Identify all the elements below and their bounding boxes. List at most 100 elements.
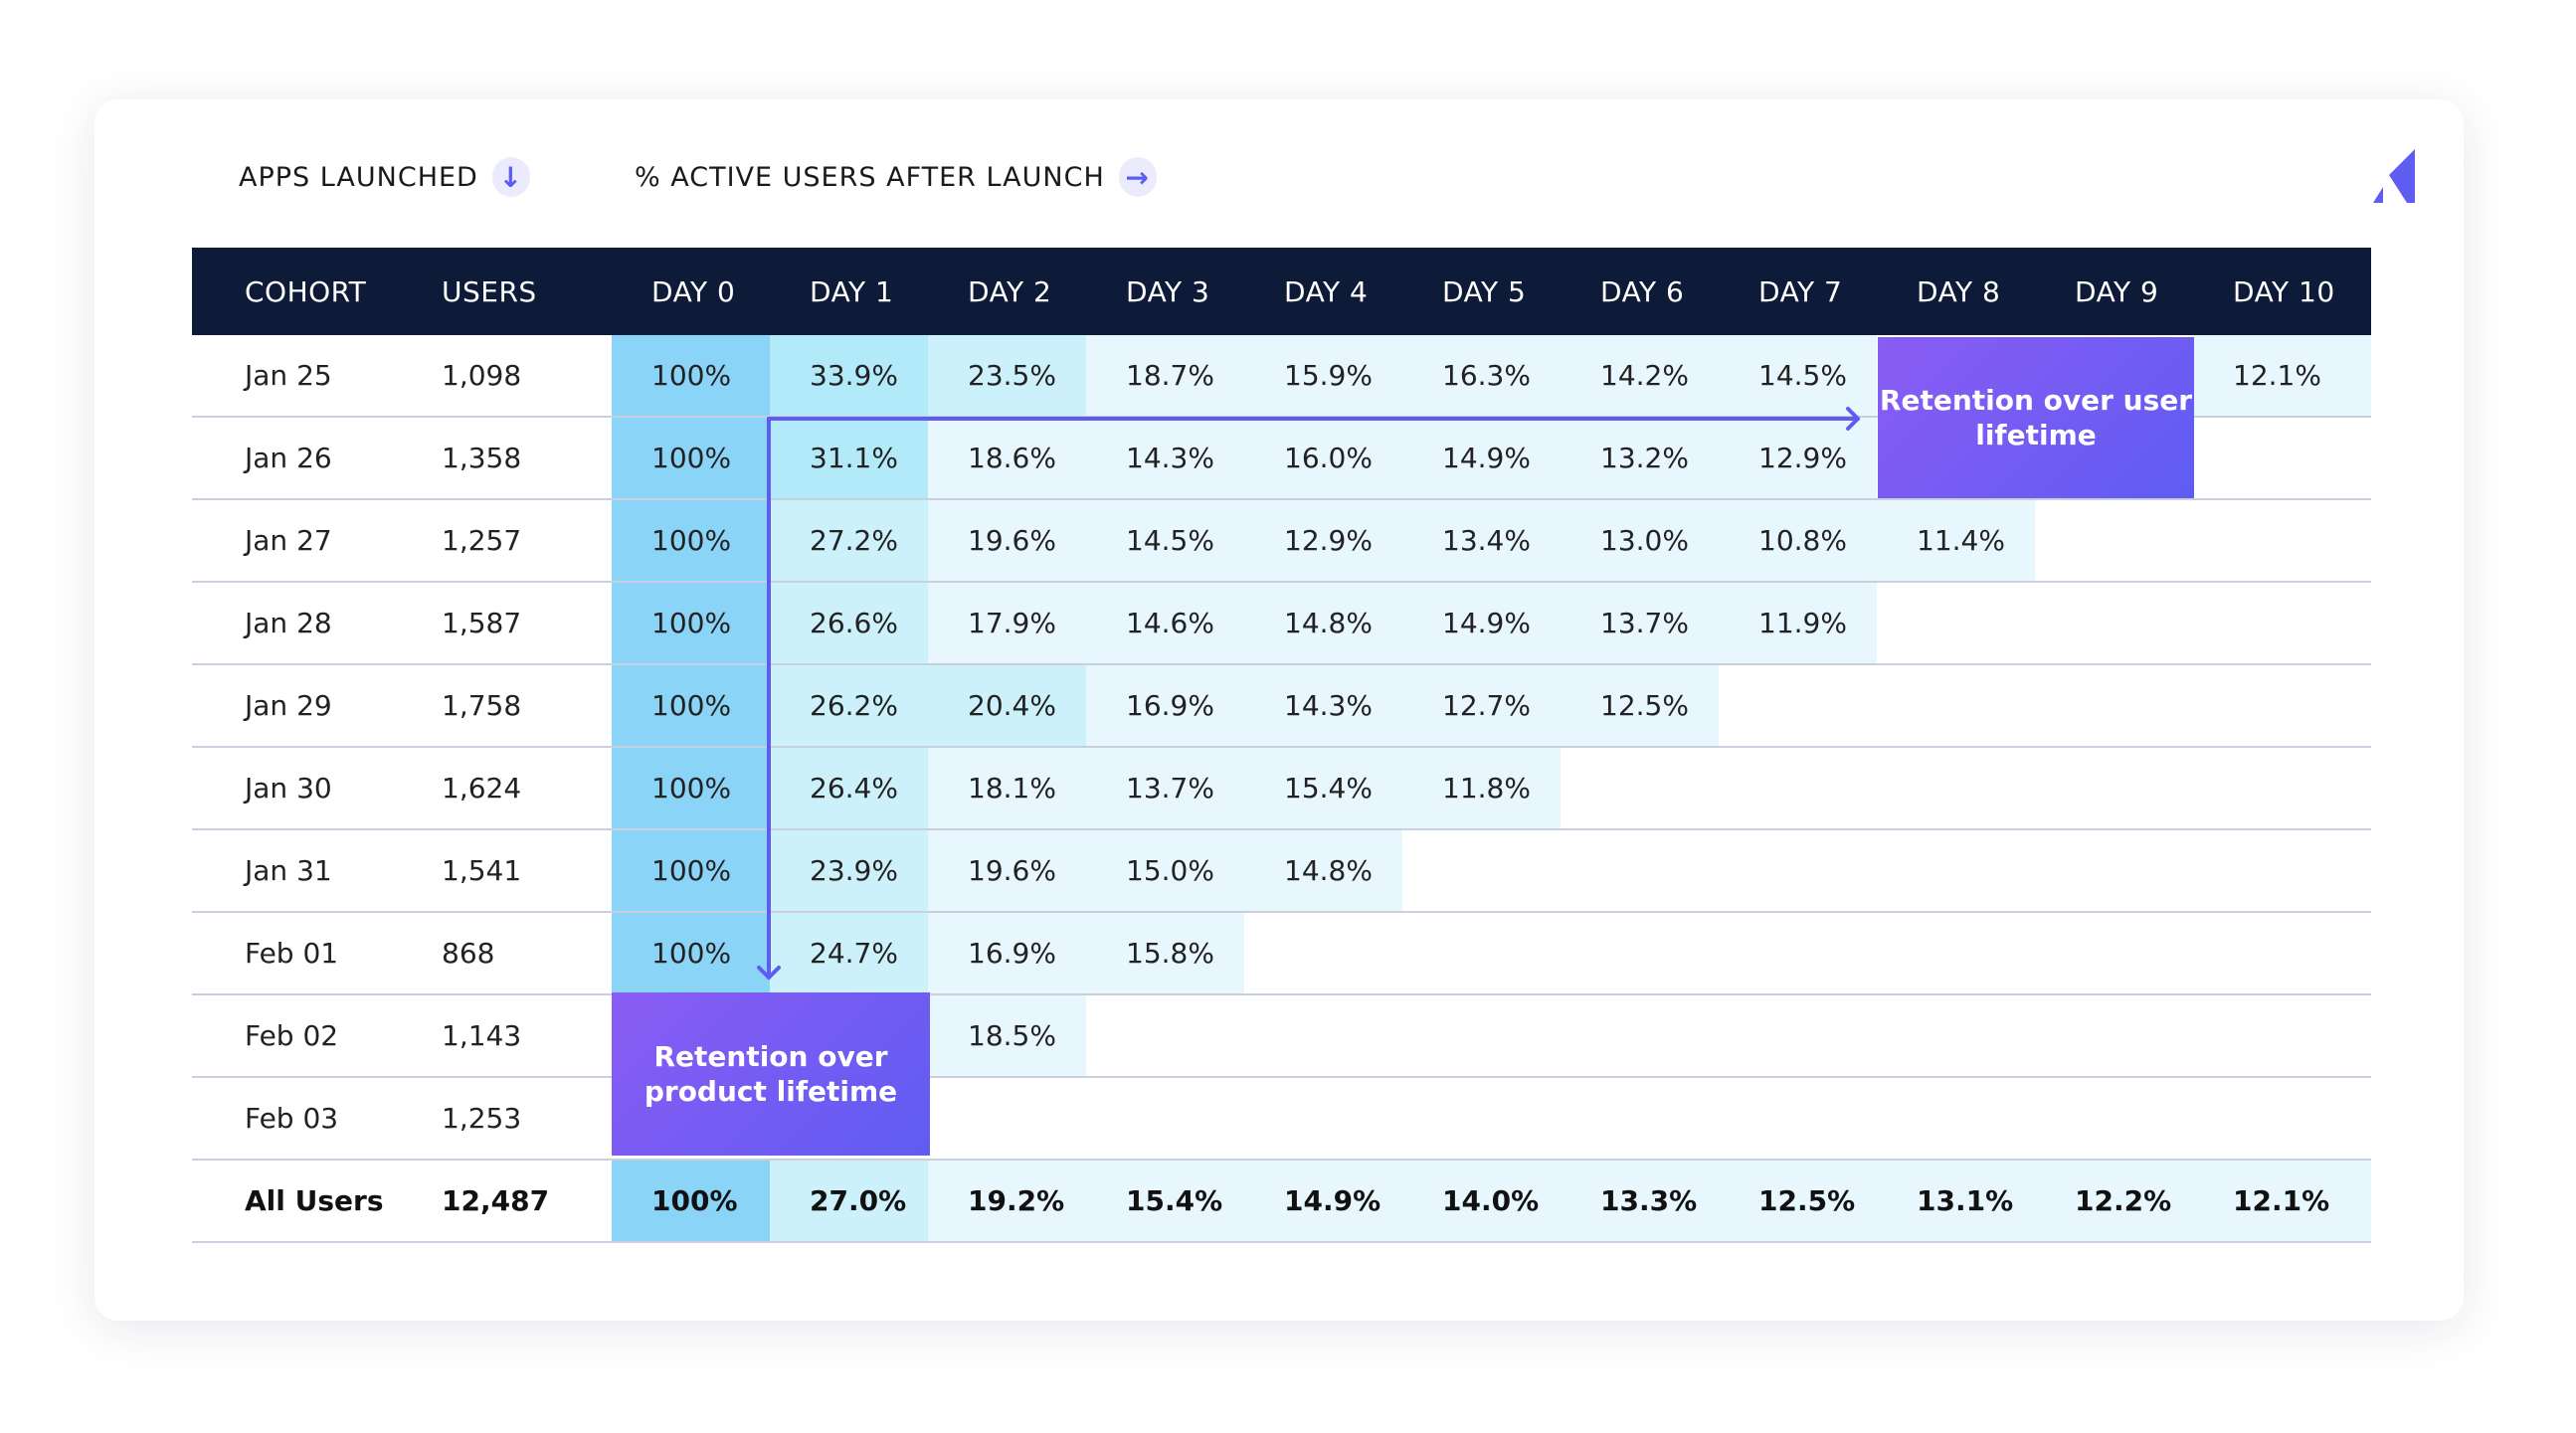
retention-cell: 15.4% (1244, 747, 1402, 830)
retention-cell (2035, 912, 2193, 995)
cohort-cell: Jan 31 (192, 829, 402, 913)
retention-cell: 14.0% (1402, 1160, 1561, 1243)
arrow-down-icon: ↓ (491, 157, 530, 197)
retention-cell (1719, 829, 1877, 913)
retention-cell: 33.9% (770, 335, 928, 418)
retention-cell: 13.7% (1561, 582, 1719, 665)
users-cell: 1,253 (402, 1077, 612, 1161)
retention-cell: 14.3% (1086, 417, 1244, 500)
retention-cell: 100% (612, 1160, 770, 1243)
retention-cell: 100% (612, 747, 770, 830)
retention-cell: 24.7% (770, 912, 928, 995)
retention-cell (2035, 582, 2193, 665)
retention-cell: 11.4% (1877, 499, 2035, 583)
retention-cell: 19.6% (928, 829, 1086, 913)
retention-cell (1877, 912, 2035, 995)
retention-cell: 23.9% (770, 829, 928, 913)
legend-rows-label: APPS LAUNCHED (239, 161, 478, 193)
retention-cell: 31.1% (770, 417, 928, 500)
arrow-right-icon: → (1118, 157, 1157, 197)
column-header: DAY 3 (1086, 248, 1244, 335)
retention-cell: 19.6% (928, 499, 1086, 583)
retention-cell (1877, 747, 2035, 830)
table-row: Feb 02 1,143 18.5% (192, 994, 2371, 1078)
retention-cell: 15.8% (1086, 912, 1244, 995)
retention-cell (1561, 912, 1719, 995)
retention-cell: 14.8% (1244, 829, 1402, 913)
retention-cell: 13.3% (1561, 1160, 1719, 1243)
retention-cell (1877, 829, 2035, 913)
cohort-cell: Feb 02 (192, 994, 402, 1078)
retention-cell: 100% (612, 829, 770, 913)
retention-cell: 100% (612, 912, 770, 995)
cohort-cell: Feb 01 (192, 912, 402, 995)
retention-cell: 12.7% (1402, 664, 1561, 748)
cohort-cell: Jan 27 (192, 499, 402, 583)
column-header: DAY 5 (1402, 248, 1561, 335)
retention-cell (2035, 829, 2193, 913)
retention-cell (1719, 664, 1877, 748)
column-header: DAY 6 (1561, 248, 1719, 335)
retention-cell (1561, 829, 1719, 913)
retention-cell: 18.1% (928, 747, 1086, 830)
retention-cell: 26.6% (770, 582, 928, 665)
retention-cell (1402, 912, 1561, 995)
table-row: Feb 03 1,253 (192, 1077, 2371, 1161)
brand-logo-icon (2373, 149, 2415, 203)
retention-cell: 20.4% (928, 664, 1086, 748)
retention-cell (1561, 1077, 1719, 1161)
retention-cell: 14.3% (1244, 664, 1402, 748)
cohort-cell: Jan 29 (192, 664, 402, 748)
retention-cell: 12.1% (2193, 335, 2371, 418)
table-row: Jan 25 1,098 100% 33.9% 23.5% 18.7% 15.9% 16.3%… (192, 335, 2371, 418)
retention-cell (2035, 1077, 2193, 1161)
column-header: DAY 1 (770, 248, 928, 335)
retention-cell: 14.5% (1086, 499, 1244, 583)
retention-cell (1877, 994, 2035, 1078)
retention-cell: 27.0% (770, 1160, 928, 1243)
retention-cell: 11.8% (1402, 747, 1561, 830)
retention-cell (2193, 417, 2371, 500)
column-header: DAY 8 (1877, 248, 2035, 335)
retention-cell: 12.5% (1561, 664, 1719, 748)
user-lifetime-callout: Retention over user lifetime (1878, 337, 2194, 498)
users-cell: 1,358 (402, 417, 612, 500)
product-lifetime-callout: Retention over product lifetime (612, 992, 930, 1156)
retention-cell: 12.9% (1719, 417, 1877, 500)
column-header: DAY 2 (928, 248, 1086, 335)
retention-cell: 12.9% (1244, 499, 1402, 583)
cohort-cell: Jan 25 (192, 335, 402, 418)
retention-cell (1086, 1077, 1244, 1161)
column-header: DAY 10 (2193, 248, 2371, 335)
column-header: DAY 0 (612, 248, 770, 335)
retention-cell: 14.8% (1244, 582, 1402, 665)
retention-cell: 18.6% (928, 417, 1086, 500)
retention-cell: 14.6% (1086, 582, 1244, 665)
retention-cell (2193, 1077, 2371, 1161)
retention-cell: 15.0% (1086, 829, 1244, 913)
legend-rows: APPS LAUNCHED ↓ (239, 157, 530, 197)
retention-cell (1877, 582, 2035, 665)
retention-table: COHORT USERS DAY 0 DAY 1 DAY 2 DAY 3 DAY 4 DAY … (192, 248, 2371, 1243)
retention-cell (1402, 829, 1561, 913)
table-row: Feb 01 868 100% 24.7% 16.9% 15.8% (192, 912, 2371, 995)
cohort-cell: Jan 28 (192, 582, 402, 665)
retention-cell: 100% (612, 664, 770, 748)
retention-cell (1719, 1077, 1877, 1161)
legend-columns: % ACTIVE USERS AFTER LAUNCH → (635, 157, 1157, 197)
total-row: All Users 12,487 100% 27.0% 19.2% 15.4% 14.9% 1… (192, 1160, 2371, 1243)
retention-cell (928, 1077, 1086, 1161)
retention-cell: 13.0% (1561, 499, 1719, 583)
retention-cell: 15.9% (1244, 335, 1402, 418)
retention-cell (2035, 994, 2193, 1078)
retention-cell: 13.2% (1561, 417, 1719, 500)
retention-cell (2193, 747, 2371, 830)
retention-cell (1244, 1077, 1402, 1161)
cohort-cell: Feb 03 (192, 1077, 402, 1161)
users-cell: 1,143 (402, 994, 612, 1078)
retention-cell: 12.5% (1719, 1160, 1877, 1243)
retention-cell: 26.2% (770, 664, 928, 748)
users-cell: 1,541 (402, 829, 612, 913)
retention-cell: 19.2% (928, 1160, 1086, 1243)
users-cell: 1,098 (402, 335, 612, 418)
